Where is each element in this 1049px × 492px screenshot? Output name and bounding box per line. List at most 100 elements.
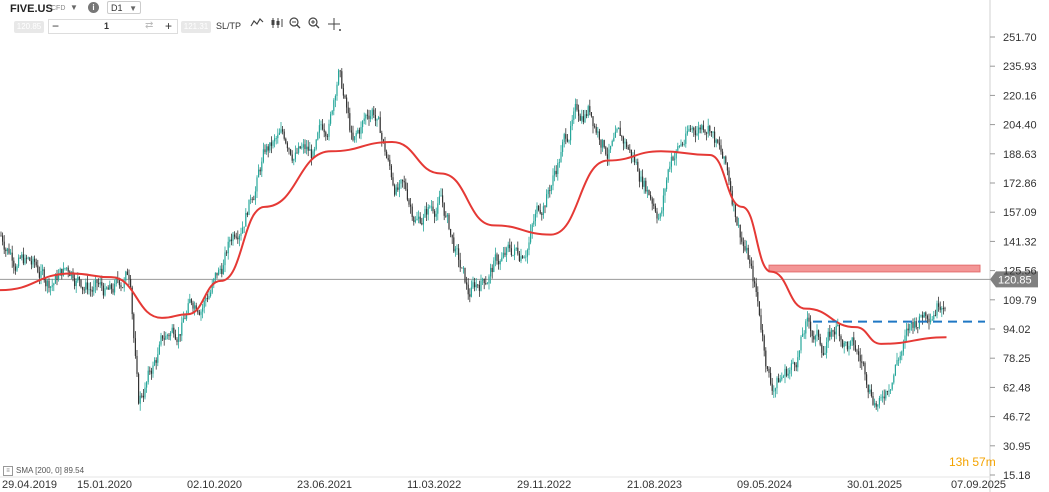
candle-body xyxy=(394,185,396,195)
candle-body xyxy=(285,138,287,144)
candle-body xyxy=(16,266,18,271)
candle-body xyxy=(442,195,444,203)
candle-body xyxy=(445,215,447,217)
y-tick-label: 188.63 xyxy=(1003,149,1037,161)
candle-body xyxy=(806,317,808,322)
candle-body xyxy=(122,287,124,289)
candle-body xyxy=(542,206,544,215)
candle-body xyxy=(475,284,477,288)
candle-body xyxy=(136,355,138,374)
quantity-stepper[interactable]: − 1 ⇄ + xyxy=(48,19,178,34)
candle-body xyxy=(611,141,613,146)
candle-body xyxy=(714,131,716,143)
candle-body xyxy=(718,142,720,146)
candle-body xyxy=(130,278,132,288)
sell-price-button[interactable]: 120.85 xyxy=(14,21,44,33)
candle-body xyxy=(526,249,528,257)
candle-body xyxy=(867,384,869,393)
crosshair-icon[interactable] xyxy=(327,17,341,34)
candle-body xyxy=(470,287,472,297)
candle-body xyxy=(242,227,244,234)
candle-body xyxy=(899,355,901,360)
candle-chart-icon[interactable] xyxy=(270,17,284,32)
candle-body xyxy=(504,252,506,256)
candle-body xyxy=(488,276,490,284)
zoom-out-icon[interactable] xyxy=(289,17,301,32)
candle-body xyxy=(370,116,372,119)
candle-body xyxy=(752,265,754,282)
timeframe-select[interactable]: D1 ▼ xyxy=(107,1,141,14)
candle-body xyxy=(664,189,666,196)
x-tick-label: 07.09.2025 xyxy=(951,479,1006,491)
candle-body xyxy=(418,216,420,219)
symbol-name[interactable]: FIVE.US xyxy=(10,3,53,15)
candle-body xyxy=(770,372,772,384)
price-axis[interactable]: 251.70 235.93 220.16 204.40 188.63 172.86 157.… xyxy=(990,32,1037,482)
candle-body xyxy=(462,267,464,269)
candle-body xyxy=(298,146,300,153)
candle-body xyxy=(851,337,853,342)
candle-body xyxy=(134,338,136,356)
info-icon[interactable]: i xyxy=(88,2,99,13)
candle-body xyxy=(933,315,935,320)
candle-body xyxy=(138,373,140,404)
line-chart-icon[interactable] xyxy=(250,17,264,32)
candle-body xyxy=(834,331,836,335)
candle-body xyxy=(701,125,703,130)
candle-body xyxy=(909,323,911,331)
candle-body xyxy=(603,140,605,148)
zoom-in-icon[interactable] xyxy=(308,17,320,32)
candle-body xyxy=(685,133,687,144)
candle-body xyxy=(606,154,608,159)
increase-quantity-button[interactable]: + xyxy=(165,19,173,33)
candle-body xyxy=(917,327,919,329)
candle-body xyxy=(254,191,256,200)
candle-body xyxy=(66,267,68,269)
quantity-value[interactable]: 1 xyxy=(104,21,110,31)
candle-body xyxy=(934,315,936,316)
candle-body xyxy=(320,124,322,126)
candle-body xyxy=(651,198,653,204)
candle-body xyxy=(666,180,668,190)
candle-body xyxy=(571,119,573,126)
candle-body xyxy=(784,368,786,377)
candle-body xyxy=(13,260,15,267)
indicator-legend[interactable]: ≡ SMA [200, 0] 89.54 xyxy=(3,466,84,476)
candle-body xyxy=(683,143,685,145)
date-axis[interactable]: 29.04.2019 15.01.2020 02.10.2020 23.06.2021… xyxy=(0,476,1006,491)
candle-body xyxy=(522,256,524,258)
candle-body xyxy=(498,260,500,265)
swap-icon[interactable]: ⇄ xyxy=(145,20,154,31)
candle-body xyxy=(5,249,7,252)
candle-body xyxy=(166,334,168,336)
candle-body xyxy=(272,141,274,146)
candle-body xyxy=(94,279,96,287)
buy-price-button[interactable]: 121.31 xyxy=(181,21,211,33)
decrease-quantity-button[interactable]: − xyxy=(52,19,60,33)
candle-body xyxy=(98,283,100,285)
candle-body xyxy=(709,126,711,132)
candle-body xyxy=(742,241,744,247)
candle-body xyxy=(174,334,176,340)
candle-body xyxy=(725,156,727,164)
candle-body xyxy=(704,130,706,133)
indicator-settings-icon[interactable]: ≡ xyxy=(3,466,13,476)
candle-body xyxy=(566,138,568,142)
candle-body xyxy=(189,299,191,304)
sl-tp-button[interactable]: SL/TP xyxy=(216,21,242,31)
candle-body xyxy=(693,127,695,131)
candle-body xyxy=(883,396,885,399)
candle-body xyxy=(466,282,468,285)
candle-body xyxy=(546,194,548,208)
candle-body xyxy=(381,132,383,140)
candle-body xyxy=(768,368,770,373)
symbol-dropdown-icon[interactable]: ▼ xyxy=(70,3,78,12)
candle-body xyxy=(744,246,746,251)
candle-body xyxy=(547,190,549,195)
candle-body xyxy=(155,360,157,363)
candle-body xyxy=(195,305,197,310)
candle-body xyxy=(669,166,671,170)
candle-body xyxy=(570,125,572,141)
candle-body xyxy=(454,248,456,252)
